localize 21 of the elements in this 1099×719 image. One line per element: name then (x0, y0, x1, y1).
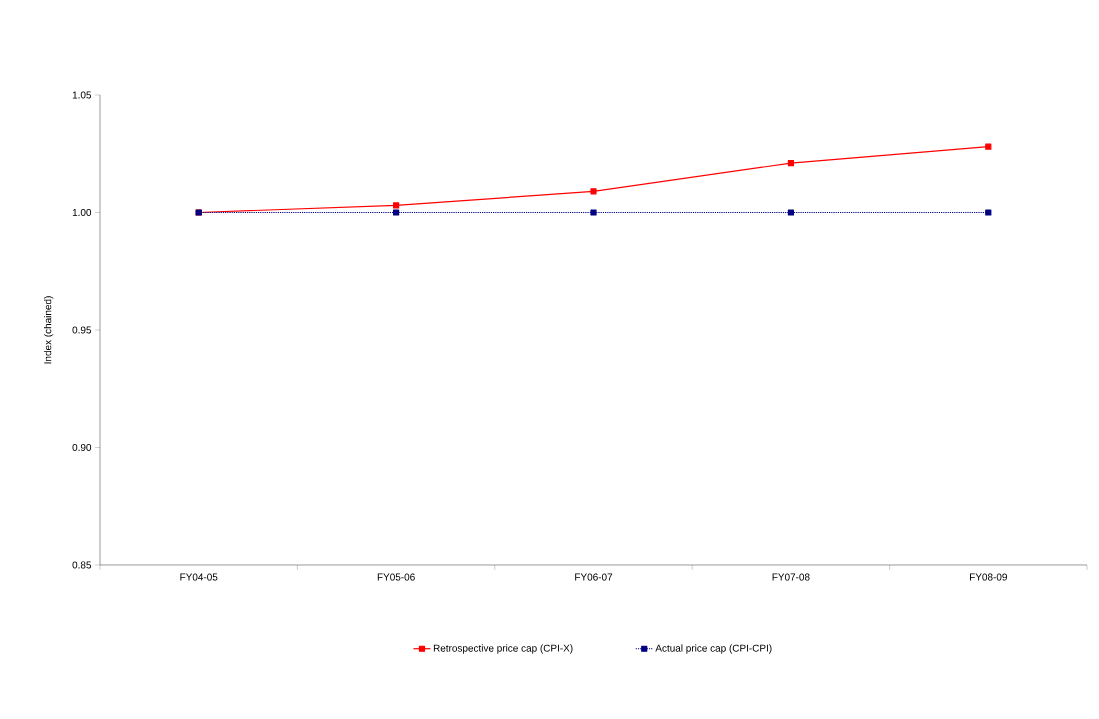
y-tick-label: 0.95 (72, 326, 92, 334)
x-tick-label: FY04-05 (180, 573, 218, 581)
x-tick-label: FY07-08 (772, 573, 810, 581)
point (787, 160, 795, 167)
y-tick-label: 1.05 (72, 91, 92, 99)
x-tick-label: FY05-06 (377, 573, 415, 581)
point (787, 209, 795, 216)
y-tick-label: 1.00 (72, 208, 92, 217)
point (393, 209, 400, 216)
y-tick-label: 0.90 (72, 443, 92, 452)
point (985, 209, 992, 216)
point (393, 202, 400, 209)
x-tick-label: FY06-07 (575, 573, 613, 581)
legend-label: Actual price cap (CPI-CPI) (655, 644, 772, 654)
point (985, 143, 992, 150)
y-axis-title: Index (chained) (43, 296, 54, 364)
x-tick-label: FY08-09 (970, 573, 1007, 581)
y-tick-label: 0.85 (72, 561, 92, 569)
point (590, 209, 597, 216)
point (590, 188, 597, 195)
legend-label: Retrospective price cap (CPI-X) (433, 644, 573, 654)
